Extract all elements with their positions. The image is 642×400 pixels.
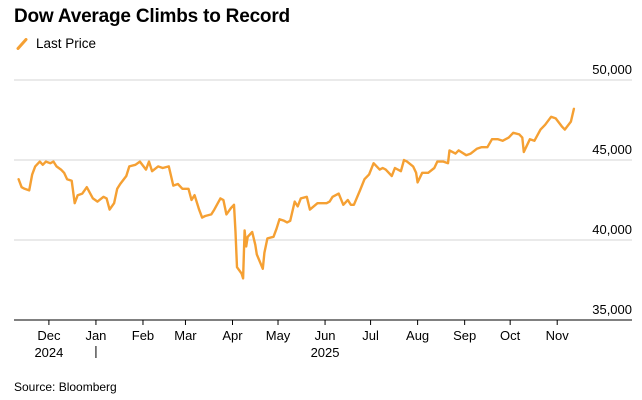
x-tick-label: Jan [85,328,106,343]
legend: Last Price [16,36,96,51]
x-tick-label: Jun [315,328,336,343]
y-tick-label: 50,000 [592,62,632,77]
x-tick-label: May [266,328,291,343]
year-label: 2024 [34,345,63,360]
x-tick-label: Oct [500,328,521,343]
legend-swatch-icon [16,37,28,50]
x-tick-label: Apr [222,328,243,343]
x-tick-label: Aug [406,328,429,343]
source-note: Source: Bloomberg [14,380,117,394]
series-line-last-price [17,107,576,280]
y-tick-label: 45,000 [592,142,632,157]
y-tick-label: 40,000 [592,222,632,237]
x-tick-label: Feb [132,328,154,343]
y-tick-label: 35,000 [592,302,632,317]
x-tick-label: Sep [453,328,476,343]
x-tick-label: Nov [546,328,570,343]
x-tick-label: Mar [174,328,197,343]
x-tick-label: Jul [362,328,379,343]
year-label: 2025 [311,345,340,360]
x-tick-label: Dec [37,328,61,343]
legend-label: Last Price [36,36,97,51]
chart-title: Dow Average Climbs to Record [14,6,290,27]
